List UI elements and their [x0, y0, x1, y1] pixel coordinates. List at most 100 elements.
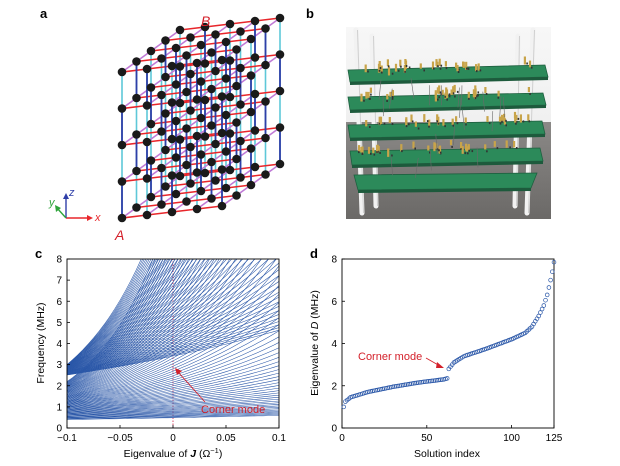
panel-label-d: d [310, 246, 318, 261]
lattice-node [142, 174, 152, 183]
frequency-curve [67, 265, 279, 399]
component [444, 95, 447, 98]
component [358, 151, 360, 154]
lattice-node [146, 192, 156, 202]
connector [378, 116, 381, 126]
axis-z-label: z [68, 187, 75, 199]
frequency-curve [67, 275, 279, 399]
component [497, 96, 500, 99]
scatter-point [544, 292, 550, 298]
x-tick-label: 0.1 [272, 433, 286, 444]
chart-d-ticks: 0 50 100 125 0 2 4 6 8 [331, 255, 562, 445]
chart-d-ylabel: Eigenvalue of D (MHz) [309, 290, 321, 396]
chart-d-annotation-arrowhead [436, 362, 444, 368]
frequency-curve [67, 259, 176, 369]
connector [435, 59, 438, 66]
lattice-node [232, 191, 241, 200]
frequency-curve [67, 259, 228, 371]
wire [503, 97, 505, 118]
pcb-edge [350, 105, 546, 113]
connector [513, 111, 517, 119]
component [444, 125, 446, 128]
lattice-node [250, 89, 260, 99]
component [452, 92, 455, 95]
component [379, 67, 382, 69]
frequency-curve [67, 259, 233, 371]
component [456, 122, 459, 125]
frequency-curve [67, 259, 218, 371]
connector [386, 59, 389, 67]
component [505, 124, 507, 127]
wire [429, 150, 432, 171]
component [486, 150, 488, 153]
lattice-node [186, 69, 195, 79]
frequency-curve [67, 259, 147, 366]
frequency-curve [67, 376, 279, 409]
component [417, 127, 420, 130]
frequency-curve [67, 275, 279, 373]
lattice-node [192, 168, 202, 177]
lattice-node [211, 66, 220, 76]
wire [476, 147, 479, 168]
frequency-curve [67, 259, 223, 371]
lattice-node [275, 159, 285, 169]
frequency-curve [67, 321, 279, 375]
component [529, 93, 531, 95]
component [509, 146, 511, 149]
axis-x-label: x [94, 212, 101, 224]
frequency-curve [67, 379, 279, 409]
component [446, 98, 448, 101]
axis-y-arrowhead [55, 205, 61, 212]
component [488, 122, 491, 125]
x-tick-label: 100 [503, 433, 520, 444]
axis-x-arrowhead [87, 215, 93, 221]
frequency-curve [67, 336, 279, 404]
frequency-curve [67, 259, 152, 367]
frequency-curve [67, 259, 145, 366]
connector [464, 117, 467, 123]
chart-c-xlabel: Eigenvalue of J (Ω−1) [124, 446, 223, 460]
lattice-node [175, 135, 185, 144]
connector [380, 65, 383, 73]
connector [527, 114, 530, 121]
frequency-curve [67, 317, 279, 402]
connector [486, 116, 489, 123]
lattice-node [236, 173, 245, 182]
frequency-curve [67, 324, 279, 375]
connector [445, 89, 449, 98]
component [477, 91, 480, 94]
connector [477, 63, 480, 71]
component [391, 72, 394, 75]
scatter-point [436, 377, 441, 383]
frequency-curve [67, 259, 210, 392]
connector [388, 117, 391, 123]
lattice-node [182, 160, 191, 170]
component [496, 147, 499, 150]
lattice-node [161, 182, 170, 191]
lattice-node [171, 189, 181, 199]
connector [358, 145, 361, 152]
y-tick-label: 0 [56, 424, 62, 435]
lattice-node [200, 59, 210, 68]
frequency-curve [67, 291, 279, 374]
component [397, 69, 400, 72]
component [401, 150, 403, 153]
frequency-curve [67, 259, 150, 366]
lattice-node [175, 171, 185, 181]
scatter-point [416, 380, 421, 385]
y-tick-label: 2 [56, 381, 62, 392]
scatter-point [536, 313, 541, 319]
connector [387, 66, 391, 76]
lattice-label-a: A [114, 227, 124, 243]
component [452, 124, 455, 127]
component [448, 93, 451, 96]
component [361, 153, 364, 155]
frequency-curve [67, 259, 164, 368]
component [501, 120, 503, 123]
frequency-curve [67, 259, 220, 393]
lattice-node [117, 213, 127, 223]
lattice-node [117, 104, 127, 113]
scatter-point [538, 310, 543, 315]
connector [461, 146, 464, 154]
lattice-node [200, 168, 210, 178]
